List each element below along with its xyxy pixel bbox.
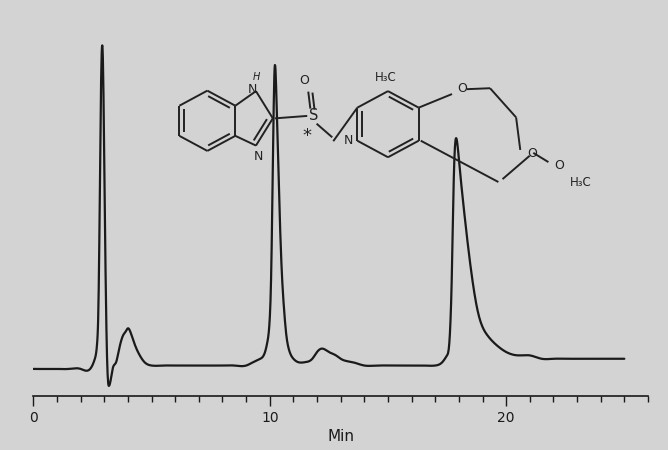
Text: H: H [253, 72, 260, 82]
Text: S: S [309, 108, 318, 123]
Text: O: O [458, 82, 468, 94]
Text: O: O [299, 74, 309, 87]
X-axis label: Min: Min [327, 429, 354, 444]
Text: N: N [254, 150, 263, 163]
Text: O: O [554, 158, 564, 171]
Text: N: N [344, 134, 353, 147]
Text: H₃C: H₃C [375, 71, 396, 84]
Text: *: * [303, 127, 312, 145]
Text: O: O [527, 147, 536, 160]
Text: H₃C: H₃C [570, 176, 592, 189]
Text: N: N [248, 83, 257, 96]
